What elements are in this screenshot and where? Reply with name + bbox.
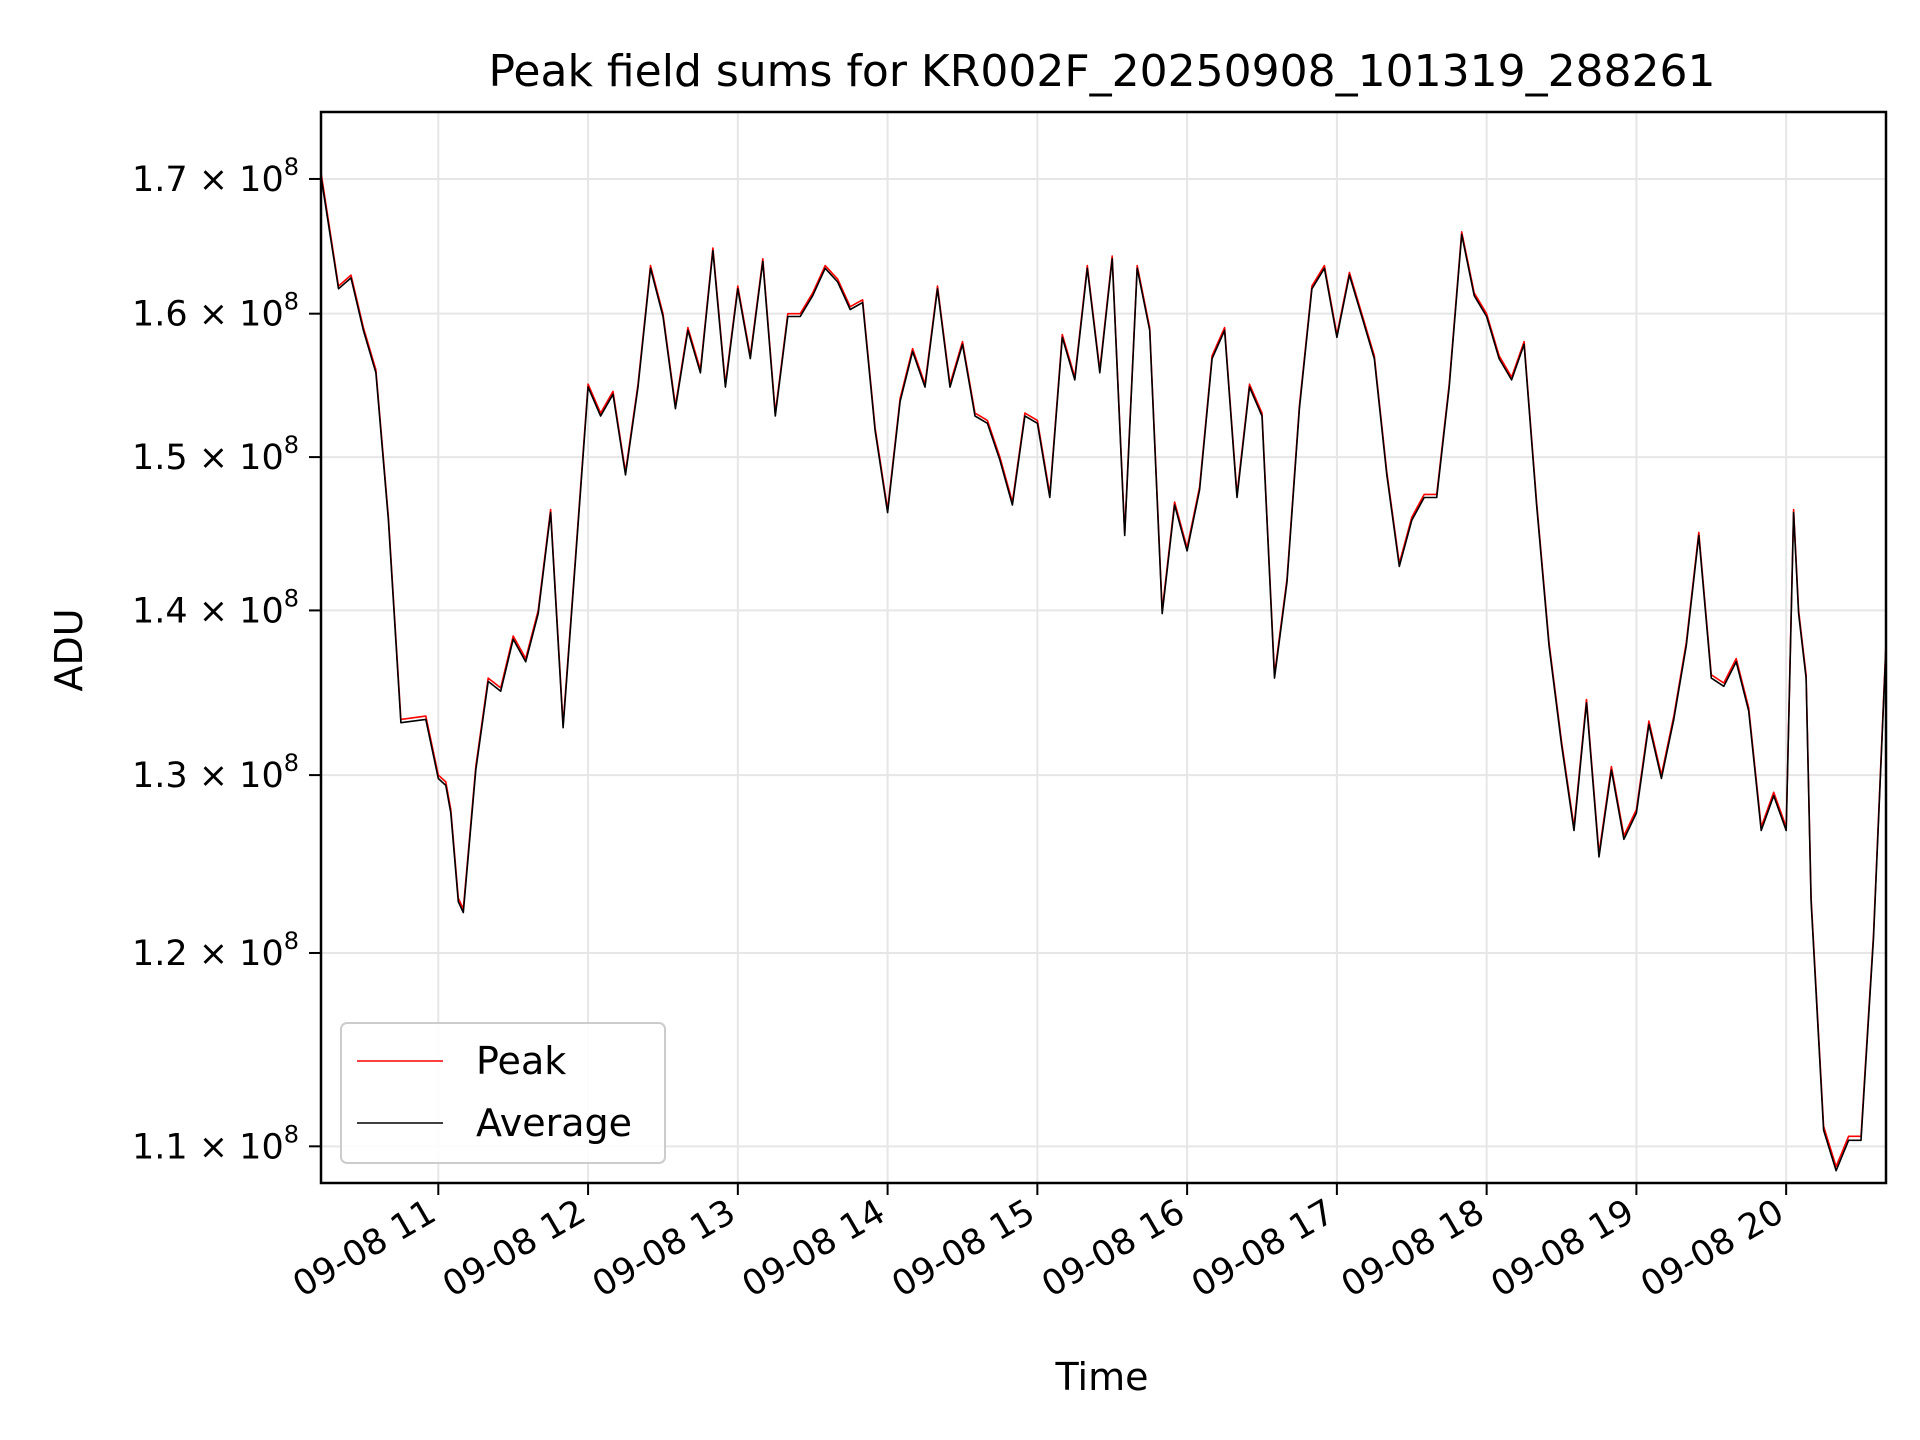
chart-title: Peak field sums for KR002F_20250908_1013… [488,46,1715,97]
y-axis-ticks: 1.1 × 108 1.2 × 108 1.3 × 108 1.4 × 108 1.5 … [132,153,321,1167]
x-axis-label: Time [1055,1355,1149,1399]
y-tick-label: 1.3 × 108 [132,749,299,796]
y-tick-label: 1.7 × 108 [132,153,299,200]
y-axis-label: ADU [47,608,91,691]
y-tick-label: 1.6 × 108 [132,288,299,335]
series-line-average [321,176,1886,1172]
y-tick-label: 1.1 × 108 [132,1120,299,1167]
legend-label-peak: Peak [476,1039,566,1083]
y-tick-label: 1.4 × 108 [132,584,299,631]
y-tick-label: 1.5 × 108 [132,431,299,478]
legend-box [340,1022,666,1164]
series-layer [321,172,1886,1172]
y-tick-label: 1.2 × 108 [132,927,299,974]
legend-label-average: Average [476,1101,632,1145]
plot-frame [319,110,1888,1185]
legend: Peak Average [340,1022,666,1164]
